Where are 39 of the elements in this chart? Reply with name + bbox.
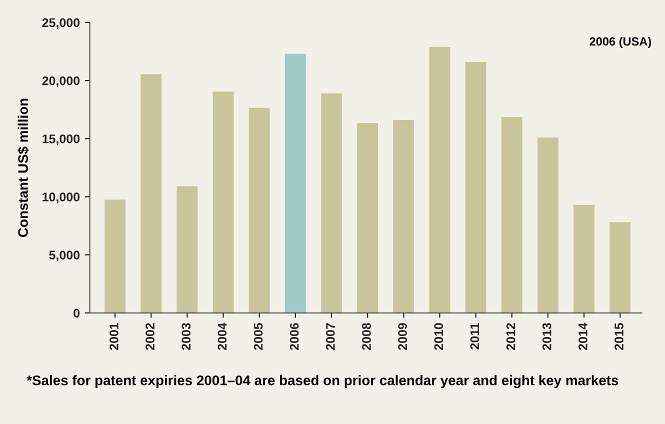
x-tick-label: 2014 [578, 322, 588, 350]
x-tick-label: 2012 [506, 323, 516, 350]
x-tick-label: 2008 [362, 323, 371, 350]
bar [176, 186, 198, 313]
x-tick-label: 2003 [182, 323, 191, 350]
bar [140, 74, 162, 313]
x-tick-label: 2011 [470, 322, 480, 350]
y-tick-label: 20,000 [42, 76, 80, 88]
y-axis-title: Constant US$ million [18, 98, 29, 237]
x-tick-label: 2006 [290, 323, 299, 350]
bar [212, 92, 234, 313]
y-tick-label: 0 [74, 308, 80, 318]
y-tick-label: 10,000 [42, 192, 80, 204]
y-tick-label: 5,000 [49, 250, 80, 262]
bar [501, 117, 522, 313]
bar [104, 200, 126, 313]
bar [537, 137, 558, 313]
x-tick-label: 2001 [110, 322, 118, 350]
text: *Sales for patent expiries 2001–04 are based on prior calendar year and eight key markets [26, 375, 618, 388]
bar [610, 222, 631, 313]
annotation: 2006 (USA) [590, 36, 652, 48]
x-tick-label: 2015 [614, 322, 624, 350]
x-tick-label: 2007 [326, 323, 335, 350]
y-tick-label: 25,000 [42, 18, 80, 29]
x-tick-label: 2002 [146, 323, 154, 350]
x-tick-label: 2009 [398, 323, 407, 350]
bar [393, 120, 414, 313]
bar [465, 62, 486, 313]
bar [321, 93, 342, 313]
y-tick-label: 15,000 [42, 134, 80, 146]
x-tick-label: 2005 [254, 322, 263, 350]
x-tick-label: 2013 [542, 323, 552, 350]
bar [429, 46, 450, 313]
x-tick-label: 2010 [434, 323, 444, 350]
bar [574, 204, 594, 313]
bar [284, 54, 306, 313]
bar [357, 122, 378, 313]
bar [248, 108, 270, 313]
x-tick-label: 2004 [218, 322, 227, 350]
